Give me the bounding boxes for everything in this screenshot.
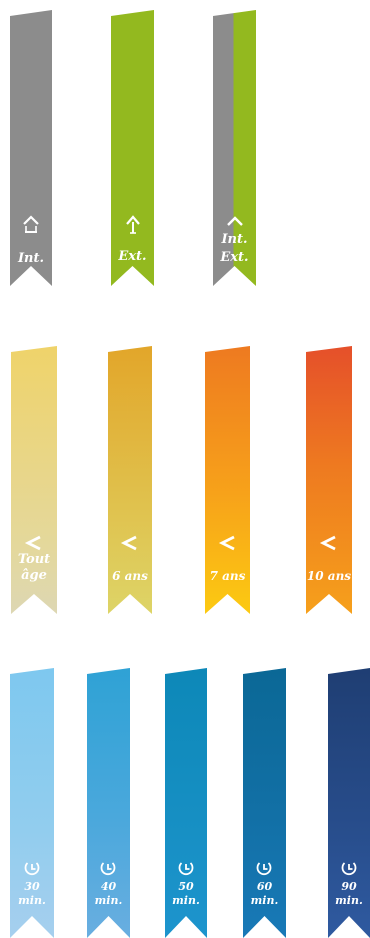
label-age-10: 10 ans [306, 569, 352, 583]
less-than-icon [23, 534, 45, 552]
label-int-ext-1: Int. [221, 232, 248, 247]
label-duration-30-value: 30 [24, 880, 40, 893]
label-duration-40-value: 40 [100, 880, 117, 893]
label-duration-90-unit: min. [335, 894, 363, 907]
label-age-6: 6 ans [112, 569, 148, 583]
less-than-icon [217, 534, 239, 552]
less-than-icon [119, 534, 141, 552]
label-duration-30-unit: min. [18, 894, 46, 907]
clock-icon [340, 859, 358, 877]
ribbon-age-7: 7 ans [205, 346, 250, 614]
clock-icon [177, 859, 195, 877]
house-icon [21, 214, 41, 236]
label-age-7: 7 ans [209, 569, 246, 583]
label-duration-50-value: 50 [178, 880, 194, 893]
ribbon-duration-60: 60 min. [243, 668, 286, 938]
tree-icon [123, 214, 143, 236]
label-duration-50-unit: min. [172, 894, 200, 907]
label-duration-40-unit: min. [94, 894, 123, 907]
ribbon-age-6: 6 ans [108, 346, 152, 614]
ribbon-duration-50: 50 min. [165, 668, 207, 938]
label-ext: Ext. [118, 249, 147, 264]
clock-icon [255, 859, 273, 877]
label-int: Int. [17, 251, 45, 266]
label-duration-60-unit: min. [250, 894, 279, 907]
ribbon-ext: Ext. [111, 10, 154, 286]
label-age-tout-2: âge [21, 568, 47, 583]
clock-icon [23, 859, 41, 877]
ribbon-duration-30: 30 min. [10, 668, 54, 938]
ribbon-age-10: 10 ans [306, 346, 352, 614]
ribbon-duration-40: 40 min. [87, 668, 130, 938]
label-int-ext-2: Ext. [220, 250, 249, 265]
ribbon-age-tout: Tout âge [11, 346, 57, 614]
label-duration-90-value: 90 [341, 880, 357, 893]
ribbon-int-ext: Int. Ext. [213, 10, 256, 286]
less-than-icon [318, 534, 340, 552]
clock-icon [99, 859, 117, 877]
house-icon [225, 214, 245, 234]
ribbon-int: Int. [10, 10, 52, 286]
label-age-tout-1: Tout [17, 552, 51, 567]
ribbon-duration-90: 90 min. [328, 668, 370, 938]
label-duration-60-value: 60 [256, 880, 273, 893]
